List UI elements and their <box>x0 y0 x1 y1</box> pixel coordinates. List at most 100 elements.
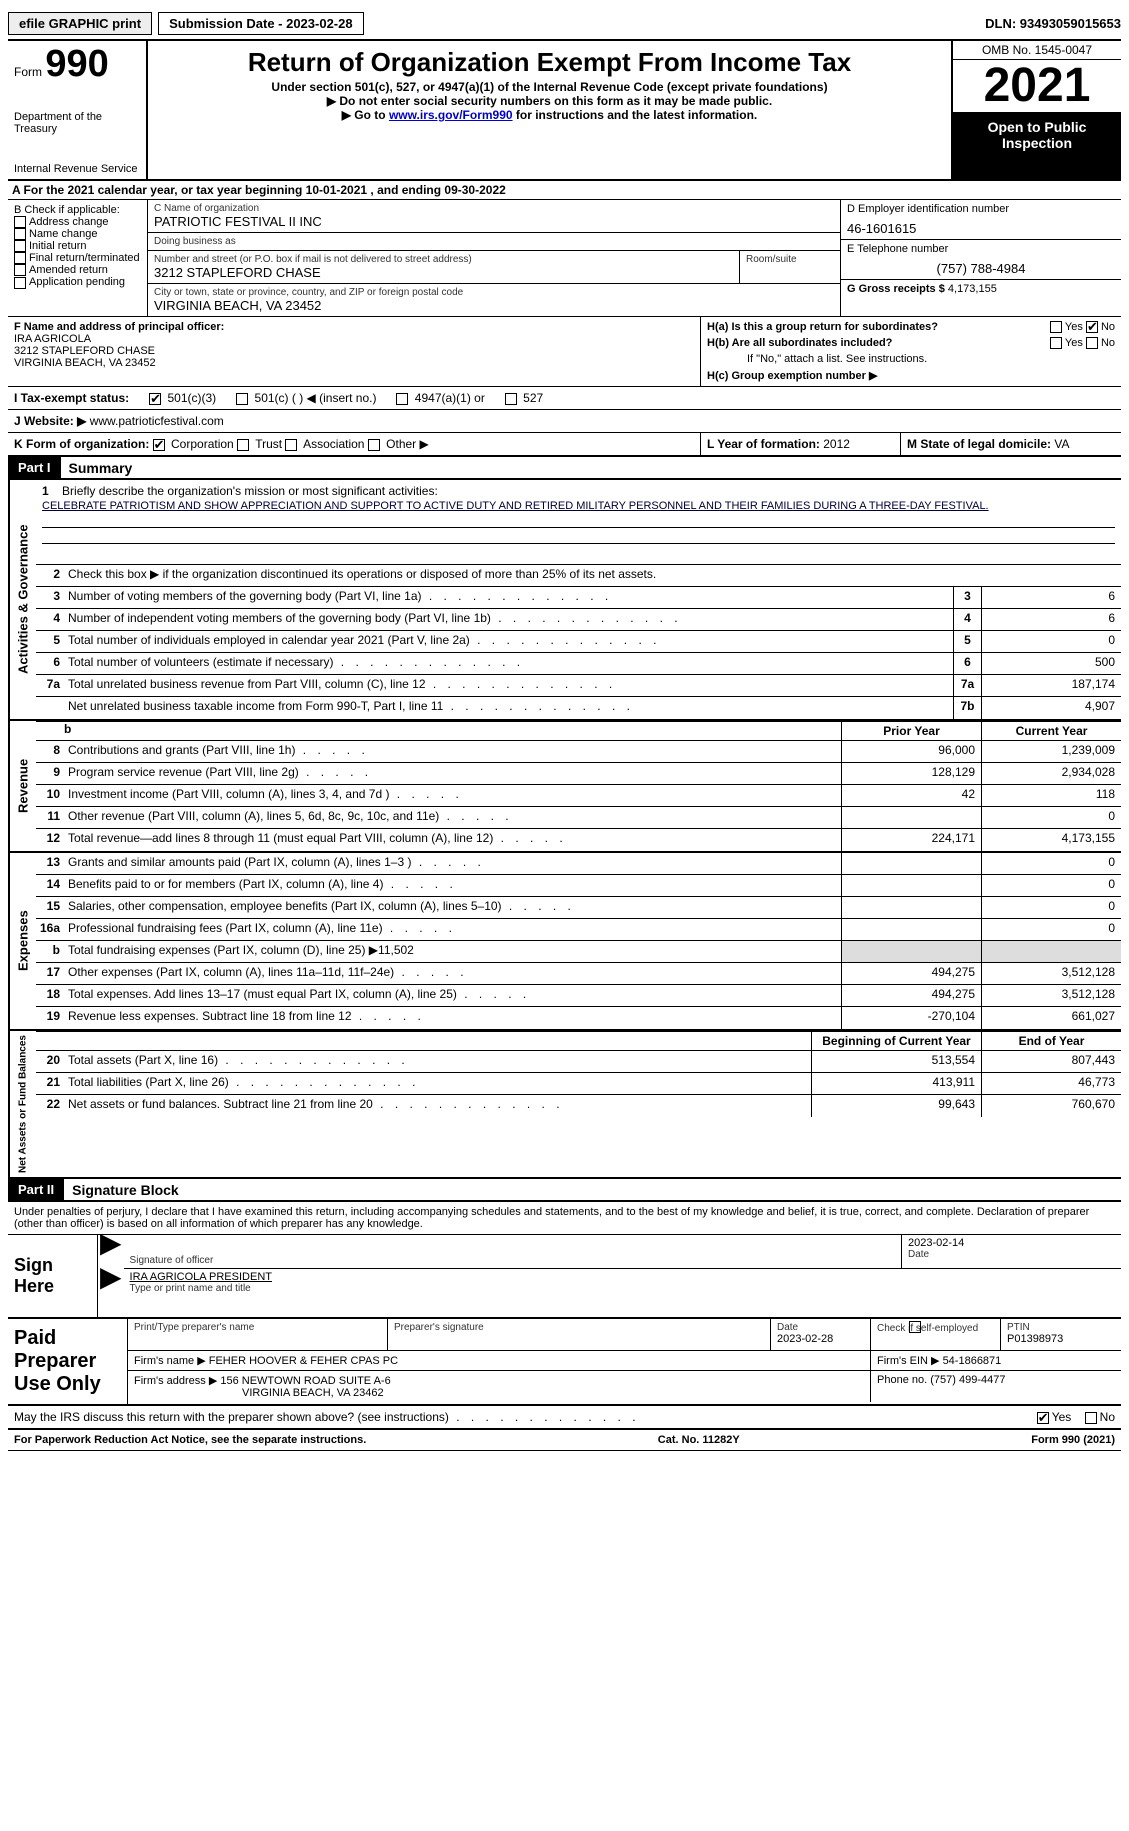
dept-treasury: Department of the Treasury <box>14 111 140 135</box>
org-name-cell: C Name of organization PATRIOTIC FESTIVA… <box>148 200 840 233</box>
check-app-pending[interactable]: Application pending <box>14 276 141 288</box>
tax-exempt-row: I Tax-exempt status: 501(c)(3) 501(c) ( … <box>8 387 1121 410</box>
check-other[interactable] <box>368 439 380 451</box>
check-initial-return[interactable]: Initial return <box>14 240 141 252</box>
header-title-block: Return of Organization Exempt From Incom… <box>148 41 951 179</box>
part1-badge: Part I <box>8 457 61 478</box>
activities-governance-section: Activities & Governance 1 Briefly descri… <box>8 480 1121 721</box>
line-2: 2 Check this box ▶ if the organization d… <box>36 565 1121 587</box>
paid-preparer-label: Paid Preparer Use Only <box>8 1319 128 1404</box>
vtab-expenses: Expenses <box>8 853 36 1029</box>
check-trust[interactable] <box>237 439 249 451</box>
check-527[interactable] <box>505 393 517 405</box>
gross-receipts-cell: G Gross receipts $ 4,173,155 <box>841 280 1121 298</box>
form-title: Return of Organization Exempt From Incom… <box>156 47 943 78</box>
check-assoc[interactable] <box>285 439 297 451</box>
revenue-line: 12 Total revenue—add lines 8 through 11 … <box>36 829 1121 851</box>
col-c-name-address: C Name of organization PATRIOTIC FESTIVA… <box>148 200 841 316</box>
vtab-netassets: Net Assets or Fund Balances <box>8 1031 36 1177</box>
form-number: 990 <box>45 43 108 85</box>
expense-line: b Total fundraising expenses (Part IX, c… <box>36 941 1121 963</box>
check-4947[interactable] <box>396 393 408 405</box>
check-501c[interactable] <box>236 393 248 405</box>
top-bar: efile GRAPHIC print Submission Date - 20… <box>8 8 1121 41</box>
expense-line: 16a Professional fundraising fees (Part … <box>36 919 1121 941</box>
netassets-line: 21 Total liabilities (Part X, line 26) 4… <box>36 1073 1121 1095</box>
revenue-line: 9 Program service revenue (Part VIII, li… <box>36 763 1121 785</box>
hb-yes-check[interactable] <box>1050 337 1062 349</box>
form-id-block: Form 990 Department of the Treasury Inte… <box>8 41 148 179</box>
sign-here-label: Sign Here <box>8 1235 98 1317</box>
expense-line: 13 Grants and similar amounts paid (Part… <box>36 853 1121 875</box>
form-org-row: K Form of organization: Corporation Trus… <box>8 433 1121 457</box>
irs-discuss-yes[interactable] <box>1037 1412 1049 1424</box>
summary-line: 3 Number of voting members of the govern… <box>36 587 1121 609</box>
expense-line: 14 Benefits paid to or for members (Part… <box>36 875 1121 897</box>
omb-number: OMB No. 1545-0047 <box>953 41 1121 60</box>
principal-officer: F Name and address of principal officer:… <box>8 317 701 386</box>
summary-line: 4 Number of independent voting members o… <box>36 609 1121 631</box>
website-row: J Website: ▶ www.patrioticfestival.com <box>8 410 1121 433</box>
efile-print-button[interactable]: efile GRAPHIC print <box>8 12 152 35</box>
summary-line: 5 Total number of individuals employed i… <box>36 631 1121 653</box>
check-corp[interactable] <box>153 439 165 451</box>
mission-block: 1 Briefly describe the organization's mi… <box>36 480 1121 565</box>
part2-header-row: Part II Signature Block <box>8 1179 1121 1202</box>
officer-group-block: F Name and address of principal officer:… <box>8 317 1121 387</box>
summary-line: 7a Total unrelated business revenue from… <box>36 675 1121 697</box>
check-amended[interactable]: Amended return <box>14 264 141 276</box>
ssn-note: ▶ Do not enter social security numbers o… <box>156 94 943 108</box>
net-assets-section: Net Assets or Fund Balances Beginning of… <box>8 1031 1121 1179</box>
part1-header-row: Part I Summary <box>8 457 1121 480</box>
sign-here-block: Sign Here ▶ Signature of officer 2023-02… <box>8 1235 1121 1319</box>
form-prefix: Form <box>14 65 42 79</box>
summary-line: 6 Total number of volunteers (estimate i… <box>36 653 1121 675</box>
form-header: Form 990 Department of the Treasury Inte… <box>8 41 1121 181</box>
col-d-ein-tel: D Employer identification number 46-1601… <box>841 200 1121 316</box>
revenue-col-headers: b Prior Year Current Year <box>36 721 1121 741</box>
tel-cell: E Telephone number (757) 788-4984 <box>841 240 1121 280</box>
revenue-section: Revenue b Prior Year Current Year 8 Cont… <box>8 721 1121 853</box>
header-right-block: OMB No. 1545-0047 2021 Open to Public In… <box>951 41 1121 179</box>
arrow-icon: ▶ <box>98 1269 124 1296</box>
netassets-col-headers: Beginning of Current Year End of Year <box>36 1031 1121 1051</box>
expenses-section: Expenses 13 Grants and similar amounts p… <box>8 853 1121 1031</box>
dba-cell: Doing business as <box>148 233 840 251</box>
self-employed-check[interactable] <box>909 1321 921 1333</box>
expense-line: 18 Total expenses. Add lines 13–17 (must… <box>36 985 1121 1007</box>
revenue-line: 11 Other revenue (Part VIII, column (A),… <box>36 807 1121 829</box>
revenue-line: 8 Contributions and grants (Part VIII, l… <box>36 741 1121 763</box>
expense-line: 19 Revenue less expenses. Subtract line … <box>36 1007 1121 1029</box>
ha-yes-check[interactable] <box>1050 321 1062 333</box>
vtab-activities: Activities & Governance <box>8 480 36 719</box>
part2-title: Signature Block <box>64 1180 187 1200</box>
part2-badge: Part II <box>8 1179 64 1200</box>
irs-discuss-no[interactable] <box>1085 1412 1097 1424</box>
expense-line: 15 Salaries, other compensation, employe… <box>36 897 1121 919</box>
expense-line: 17 Other expenses (Part IX, column (A), … <box>36 963 1121 985</box>
form-subtitle: Under section 501(c), 527, or 4947(a)(1)… <box>156 80 943 94</box>
check-name-change[interactable]: Name change <box>14 228 141 240</box>
ein-cell: D Employer identification number 46-1601… <box>841 200 1121 240</box>
irs-form990-link[interactable]: www.irs.gov/Form990 <box>389 108 513 122</box>
mission-text: CELEBRATE PATRIOTISM AND SHOW APPRECIATI… <box>42 500 989 512</box>
summary-line: Net unrelated business taxable income fr… <box>36 697 1121 719</box>
street-cell: Number and street (or P.O. box if mail i… <box>148 251 840 284</box>
tax-year: 2021 <box>953 60 1121 113</box>
revenue-line: 10 Investment income (Part VIII, column … <box>36 785 1121 807</box>
part1-title: Summary <box>61 458 141 478</box>
check-501c3[interactable] <box>149 393 161 405</box>
irs-discuss-row: May the IRS discuss this return with the… <box>8 1406 1121 1430</box>
netassets-line: 20 Total assets (Part X, line 16) 513,55… <box>36 1051 1121 1073</box>
paid-preparer-block: Paid Preparer Use Only Print/Type prepar… <box>8 1319 1121 1406</box>
check-address-change[interactable]: Address change <box>14 216 141 228</box>
group-return-block: H(a) Is this a group return for subordin… <box>701 317 1121 386</box>
hb-no-check[interactable] <box>1086 337 1098 349</box>
check-final-return[interactable]: Final return/terminated <box>14 252 141 264</box>
ha-no-check[interactable] <box>1086 321 1098 333</box>
perjury-statement: Under penalties of perjury, I declare th… <box>8 1202 1121 1235</box>
city-cell: City or town, state or province, country… <box>148 284 840 316</box>
col-b-check: B Check if applicable: Address change Na… <box>8 200 148 316</box>
entity-block: B Check if applicable: Address change Na… <box>8 200 1121 317</box>
dept-irs: Internal Revenue Service <box>14 163 140 175</box>
